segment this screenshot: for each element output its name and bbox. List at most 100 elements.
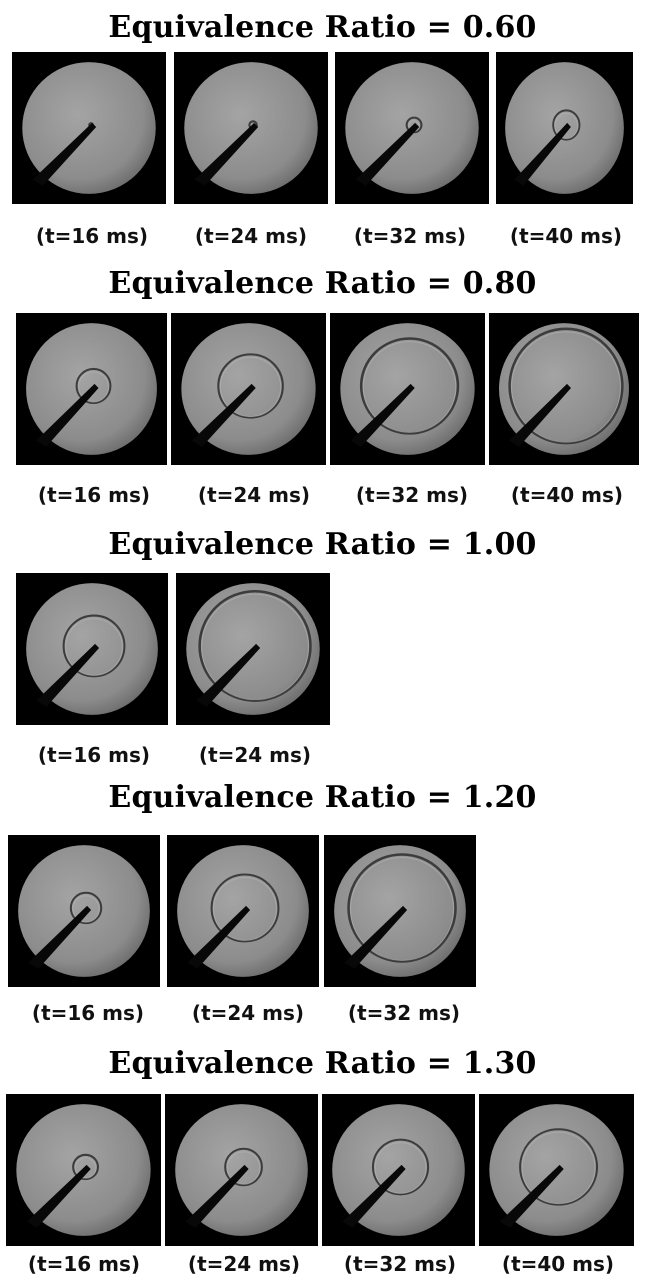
flame-front xyxy=(75,367,112,404)
electrode xyxy=(36,383,99,447)
flame-front-highlight xyxy=(350,856,455,961)
electrode xyxy=(499,1164,564,1228)
flame-front xyxy=(371,1138,430,1196)
flame-front xyxy=(359,337,460,435)
time-label: (t=16 ms) xyxy=(27,1252,141,1276)
flame-front xyxy=(62,614,126,678)
flame-front xyxy=(552,109,581,141)
electrode xyxy=(194,122,259,186)
panel-title: Equivalence Ratio = 0.80 xyxy=(108,266,537,301)
electrode xyxy=(32,122,97,186)
flame-image xyxy=(496,52,633,204)
flame-frame-svg xyxy=(345,62,479,194)
flame-frame-svg xyxy=(489,1104,624,1236)
flame-front xyxy=(217,353,284,419)
electrode xyxy=(196,643,261,707)
flame-front xyxy=(224,1147,263,1187)
flame-front-highlight xyxy=(374,1142,427,1194)
time-label: (t=16 ms) xyxy=(35,224,149,248)
time-label: (t=24 ms) xyxy=(194,224,308,248)
flame-frame-svg xyxy=(26,323,157,455)
electrode xyxy=(191,383,256,447)
flame-image xyxy=(322,1094,475,1246)
panel-title: Equivalence Ratio = 1.00 xyxy=(108,527,537,562)
electrode xyxy=(355,122,420,186)
time-label: (t=32 ms) xyxy=(355,483,469,507)
time-label: (t=40 ms) xyxy=(510,483,624,507)
flame-front-highlight xyxy=(362,341,457,433)
flame-front-highlight xyxy=(72,895,100,923)
flame-image xyxy=(167,835,319,987)
electrode xyxy=(509,383,571,447)
electrode xyxy=(185,1164,249,1228)
electrode xyxy=(36,643,100,707)
flame-front-highlight xyxy=(226,1151,261,1185)
flame-frame-svg xyxy=(332,1104,465,1236)
flame-front xyxy=(519,1128,599,1206)
flame-image xyxy=(330,313,485,465)
flame-frame-svg xyxy=(16,1104,151,1236)
time-label: (t=32 ms) xyxy=(343,1252,457,1276)
flame-frame-svg xyxy=(184,62,318,194)
panel-title: Equivalence Ratio = 1.30 xyxy=(108,1046,537,1081)
time-label: (t=16 ms) xyxy=(37,483,151,507)
flame-image xyxy=(6,1094,161,1246)
flame-frame-svg xyxy=(499,323,629,455)
time-label: (t=24 ms) xyxy=(198,743,312,767)
flame-image xyxy=(16,573,168,725)
flame-image xyxy=(171,313,326,465)
flame-front xyxy=(347,853,457,963)
electrode xyxy=(28,905,92,969)
flame-front xyxy=(508,327,624,445)
flame-frame-svg xyxy=(505,62,624,194)
flame-front-highlight xyxy=(65,618,123,676)
flame-frame-svg xyxy=(26,583,158,715)
flame-frame-svg xyxy=(334,845,466,977)
flame-front xyxy=(198,589,312,702)
flame-image xyxy=(12,52,166,204)
flame-image xyxy=(8,835,160,987)
flame-frame-svg xyxy=(18,845,150,977)
electrode xyxy=(344,905,408,969)
flame-image xyxy=(16,313,167,465)
panel-title: Equivalence Ratio = 1.20 xyxy=(108,780,537,815)
flame-image xyxy=(335,52,489,204)
flame-front-highlight xyxy=(219,356,282,418)
time-label: (t=32 ms) xyxy=(347,1001,461,1025)
flame-front xyxy=(72,1153,100,1181)
flame-frame-svg xyxy=(181,323,316,455)
flame-frame-svg xyxy=(175,1104,308,1236)
flame-image xyxy=(165,1094,318,1246)
flame-front-highlight xyxy=(201,593,309,701)
electrode xyxy=(342,1164,406,1228)
flame-frame-svg xyxy=(177,845,309,977)
flame-frame-svg xyxy=(186,583,320,715)
flame-image xyxy=(489,313,639,465)
electrode xyxy=(26,1164,91,1228)
flame-front xyxy=(210,873,280,943)
electrode xyxy=(514,122,571,186)
time-label: (t=16 ms) xyxy=(31,1001,145,1025)
time-label: (t=16 ms) xyxy=(37,743,151,767)
flame-frame-svg xyxy=(22,62,156,194)
time-label: (t=24 ms) xyxy=(187,1252,301,1276)
time-label: (t=24 ms) xyxy=(191,1001,305,1025)
flame-front xyxy=(69,891,103,925)
panel-title: Equivalence Ratio = 0.60 xyxy=(108,10,537,45)
flame-image xyxy=(176,573,330,725)
flame-front-highlight xyxy=(74,1157,97,1179)
flame-front-highlight xyxy=(521,1131,596,1205)
electrode xyxy=(350,383,415,447)
flame-front-highlight xyxy=(554,112,579,140)
flame-front-highlight xyxy=(511,331,621,443)
time-label: (t=32 ms) xyxy=(353,224,467,248)
flame-image xyxy=(479,1094,634,1246)
time-label: (t=24 ms) xyxy=(197,483,311,507)
flame-frame-svg xyxy=(340,323,475,455)
time-label: (t=40 ms) xyxy=(501,1252,615,1276)
electrode xyxy=(187,905,251,969)
flame-image xyxy=(324,835,476,987)
flame-front-highlight xyxy=(78,371,109,403)
flame-image xyxy=(174,52,328,204)
flame-front-highlight xyxy=(213,877,277,941)
